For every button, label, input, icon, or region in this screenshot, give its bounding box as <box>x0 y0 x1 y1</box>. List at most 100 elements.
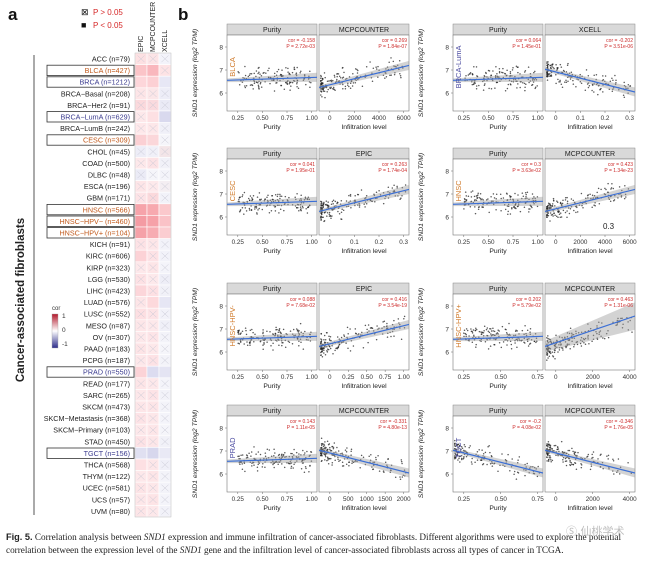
heatmap-row-label: KICH (n=91) <box>90 240 130 249</box>
facet-title: MCPCOUNTER <box>565 408 615 415</box>
ns-cross-mark <box>149 507 157 515</box>
x-tick-label: 0 <box>554 115 558 122</box>
ns-cross-mark <box>137 391 145 399</box>
colorbar-tick: 0 <box>62 327 66 334</box>
heatmap-cell <box>158 215 172 228</box>
ns-cross-mark <box>149 345 157 353</box>
y-tick-label: 7 <box>219 449 223 456</box>
heatmap-column-mcpcounter: MCPCOUNTER <box>150 2 157 52</box>
ns-cross-mark <box>161 264 169 272</box>
colorbar-tick: 1 <box>62 313 66 320</box>
x-tick-label: 0.50 <box>256 239 269 246</box>
cor-label: cor = -0.331 <box>380 419 407 425</box>
heatmap-row-label: SKCM−Metastasis (n=368) <box>44 414 130 423</box>
ns-cross-mark <box>161 159 169 167</box>
ns-cross-mark <box>149 484 157 492</box>
legend-sig-text: P < 0.05 <box>93 21 123 30</box>
p-value-label: P = 1.11e-05 <box>287 425 316 431</box>
heatmap-cell <box>134 203 148 216</box>
heatmap-row-label: THCA (n=568) <box>84 461 130 470</box>
caption-fig-label: Fig. 5. <box>6 532 33 542</box>
heatmap-row-label: READ (n=177) <box>83 379 130 388</box>
x-tick-label: 0.25 <box>232 374 245 381</box>
ns-cross-mark <box>149 310 157 318</box>
x-tick-label: 0.25 <box>458 239 471 246</box>
x-tick-label: 1000 <box>360 496 375 503</box>
heatmap-cell <box>158 203 172 216</box>
ns-cross-mark <box>137 507 145 515</box>
x-tick-label: 1500 <box>378 496 393 503</box>
heatmap-row-label: SKCM−Primary (n=103) <box>53 426 130 435</box>
y-axis-label: SND1 expression (log2 TPM) <box>192 153 199 241</box>
plot-area <box>226 415 318 493</box>
scatter-points <box>319 184 409 223</box>
ns-cross-mark <box>149 194 157 202</box>
heatmap-row-label: LGG (n=530) <box>88 275 130 284</box>
heatmap-row-label: BLCA (n=427) <box>85 66 130 75</box>
x-axis-title-infiltration: Infiltration level <box>341 505 387 512</box>
x-tick-label: 0.50 <box>495 496 508 503</box>
x-axis-title-purity: Purity <box>263 124 281 131</box>
scatter-group-hnsc: SND1 expression (log2 TPM) 8 7 6 Purity cor =… <box>418 147 637 255</box>
p-value-label: P = 4.08e-02 <box>512 425 541 431</box>
row-highlight-box <box>46 447 135 459</box>
x-tick-label: 0.50 <box>482 115 495 122</box>
y-axis-label: SND1 expression (log2 TPM) <box>418 410 425 498</box>
caption-text-a: Correlation analysis between <box>34 532 144 542</box>
heatmap-row-label: KIRP (n=323) <box>86 263 130 272</box>
watermark: Ⓢ 仙桃学术 <box>566 525 625 538</box>
x-tick-label: 0 <box>554 496 558 503</box>
y-axis-label: SND1 expression (log2 TPM) <box>418 288 425 376</box>
ns-cross-mark <box>161 124 169 132</box>
ns-cross-mark <box>149 171 157 179</box>
row-highlight-box <box>46 366 135 378</box>
y-tick-label: 8 <box>219 169 223 176</box>
ns-cross-mark <box>149 461 157 469</box>
x-tick-label: 0 <box>328 496 332 503</box>
ns-cross-mark <box>137 345 145 353</box>
x-tick-label: 0 <box>554 239 558 246</box>
ns-cross-mark <box>161 194 169 202</box>
facet-title: EPIC <box>356 286 372 293</box>
heatmap-row-label: LUSC (n=552) <box>84 310 130 319</box>
heatmap-cell <box>146 133 160 147</box>
panel-a-letter: a <box>8 5 18 24</box>
ns-cross-mark <box>137 322 145 330</box>
p-value-label: P = 1.84e-07 <box>378 44 407 50</box>
scatter-group-tgct: SND1 expression (log2 TPM) 8 7 6 Purity cor =… <box>418 404 637 512</box>
facet-title: XCELL <box>579 27 601 34</box>
y-tick-label: 7 <box>445 449 449 456</box>
ns-cross-mark <box>149 403 157 411</box>
plot-area <box>318 34 410 112</box>
heatmap-cell <box>146 75 160 89</box>
ns-cross-mark <box>149 438 157 446</box>
x-axis-title-purity: Purity <box>263 505 281 512</box>
heatmap-row-label: BRCA (n=1212) <box>79 78 130 87</box>
heatmap-row-label: ACC (n=79) <box>92 55 130 64</box>
cor-label: cor = 0.269 <box>382 38 407 44</box>
ns-cross-mark <box>161 472 169 480</box>
x-tick-label: 0.50 <box>256 496 269 503</box>
x-tick-label: 0 <box>328 239 332 246</box>
caption-gene-2: SND1 <box>179 545 202 555</box>
scatter-group-hnsc-hpv+: SND1 expression (log2 TPM) 8 7 6 Purity cor =… <box>418 282 637 390</box>
ns-cross-mark <box>137 159 145 167</box>
scatter-group-brca-luma: SND1 expression (log2 TPM) 8 7 6 Purity cor =… <box>418 23 636 131</box>
y-tick-label: 6 <box>219 472 223 479</box>
facet-title: Purity <box>263 151 281 158</box>
heatmap-row-label: UVM (n=80) <box>91 507 130 516</box>
heatmap-row-label: GBM (n=171) <box>87 194 130 203</box>
plot-area <box>544 158 636 236</box>
ns-cross-mark <box>161 484 169 492</box>
figure-canvas: a ⊠ P > 0.05 ■ P < 0.05 EPIC MCPCOUNTER XCELL AC… <box>8 2 637 518</box>
heatmap-row-label: THYM (n=122) <box>83 472 130 481</box>
heatmap-row-label: MESO (n=87) <box>86 321 130 330</box>
x-tick-label: 0.3 <box>399 239 408 246</box>
x-tick-label: 0.75 <box>531 374 544 381</box>
regression-line <box>545 315 635 348</box>
y-tick-label: 8 <box>219 426 223 433</box>
scatter-points <box>227 446 317 474</box>
scatter-points <box>453 439 543 480</box>
plot-area <box>452 34 544 112</box>
row-highlight-box <box>46 227 135 239</box>
